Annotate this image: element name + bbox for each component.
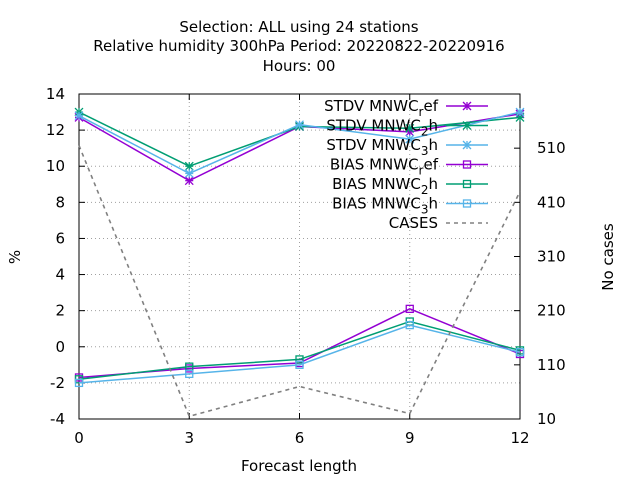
y-tick-label: -2 — [50, 374, 65, 392]
y-tick-label: 6 — [55, 229, 65, 247]
legend-entry: STDV MNWC2h — [326, 117, 488, 139]
legend-entry: STDV MNWC3h — [326, 136, 488, 158]
y2-tick-label: 110 — [537, 356, 566, 374]
legend-entry: CASES — [389, 214, 488, 232]
data-point — [462, 101, 472, 111]
x-tick-label: 9 — [405, 429, 415, 447]
legend-label: BIAS MNWC3h — [332, 195, 438, 217]
y2-tick-label: 210 — [537, 302, 566, 320]
series-line — [78, 320, 521, 381]
y-tick-label: 8 — [55, 193, 65, 211]
data-point — [405, 320, 414, 330]
x-axis-label: Forecast length — [241, 457, 357, 475]
x-tick-label: 12 — [510, 429, 529, 447]
series-line — [78, 308, 521, 379]
legend-entry: BIAS MNWC3h — [332, 195, 488, 217]
y-tick-label: 10 — [46, 157, 65, 175]
y2-tick-label: 310 — [537, 248, 566, 266]
data-point — [184, 176, 194, 186]
legend-entry: BIAS MNWC2h — [332, 175, 488, 197]
data-point — [74, 111, 84, 121]
data-point — [405, 304, 414, 314]
series-line — [78, 324, 521, 384]
y2-axis-label: No cases — [599, 223, 617, 291]
title-line-1: Selection: ALL using 24 stations — [179, 18, 418, 36]
data-point — [515, 348, 525, 357]
legend-label: BIAS MNWCref — [330, 156, 439, 178]
y2-tick-label: 10 — [537, 410, 556, 428]
data-point — [405, 123, 415, 133]
series-stdv-mnwc-2h — [74, 107, 525, 171]
legend-label: STDV MNWCref — [324, 97, 439, 119]
legend-label: CASES — [389, 214, 438, 232]
title-line-3: Hours: 00 — [263, 57, 336, 75]
series-stdv-mnwc-3h — [74, 107, 525, 178]
y2-tick-label: 410 — [537, 193, 566, 211]
y-axis-label: % — [6, 250, 24, 264]
y2-tick-label: 510 — [537, 139, 566, 157]
y-tick-label: 14 — [46, 85, 65, 103]
legend-entry: BIAS MNWCref — [330, 156, 488, 178]
data-point — [295, 355, 304, 364]
series-line — [78, 145, 521, 418]
axes: 0 3 6 9 12 -4 -2 0 2 4 6 8 10 12 14 10 110 210 310 410 510 — [46, 85, 566, 447]
data-point — [295, 360, 304, 369]
data-point — [515, 107, 525, 117]
x-tick-label: 3 — [184, 429, 194, 447]
series-cases — [78, 145, 521, 418]
x-tick-label: 0 — [74, 429, 84, 447]
data-point — [295, 120, 304, 130]
legend-label: STDV MNWC2h — [326, 117, 438, 139]
y-tick-label: 0 — [55, 338, 65, 356]
data-point — [462, 121, 472, 130]
data-point — [462, 179, 472, 189]
chart-title: Selection: ALL using 24 stations Relativ… — [93, 18, 504, 75]
y-tick-label: 12 — [46, 121, 65, 139]
data-point — [462, 140, 472, 150]
series-bias-mnwc-ref — [74, 304, 525, 382]
data-point — [405, 134, 415, 144]
y-tick-label: -4 — [50, 410, 65, 428]
x-tick-label: 6 — [295, 429, 305, 447]
data-point — [74, 378, 84, 388]
y-tick-label: 2 — [55, 302, 65, 320]
legend-label: BIAS MNWC2h — [332, 175, 438, 197]
data-point — [185, 369, 194, 379]
series-bias-mnwc-3h — [74, 320, 525, 388]
data-point — [184, 168, 194, 178]
legend-label: STDV MNWC3h — [326, 136, 438, 158]
data-point — [462, 199, 472, 208]
series-layer — [74, 107, 525, 418]
data-point — [184, 161, 194, 171]
grid — [79, 94, 520, 419]
legend-entry: STDV MNWCref — [324, 97, 488, 119]
data-point — [462, 160, 472, 169]
y-tick-label: 4 — [55, 266, 65, 284]
title-line-2: Relative humidity 300hPa Period: 2022082… — [93, 37, 504, 55]
